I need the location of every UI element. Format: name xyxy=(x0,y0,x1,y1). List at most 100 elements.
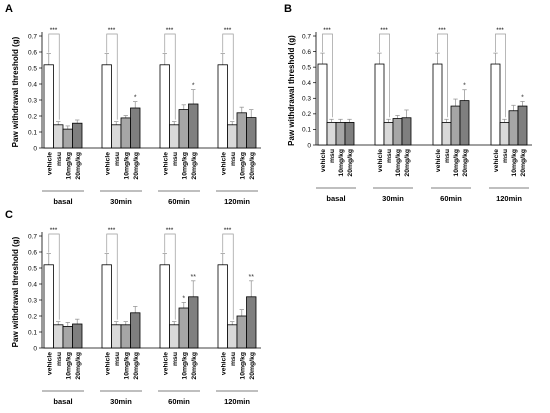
bar xyxy=(401,117,412,146)
x-tick-label: 20mg/kg xyxy=(191,352,198,380)
y-tick-label: 0.4 xyxy=(28,281,37,288)
bar xyxy=(62,128,73,149)
bracket-mark: *** xyxy=(166,227,174,234)
significance-bracket xyxy=(222,233,234,320)
bar xyxy=(130,312,141,349)
significance-bracket xyxy=(164,33,176,120)
y-tick-label: 0.5 xyxy=(302,64,311,71)
group-label: 120min xyxy=(224,397,250,406)
y-tick-label: 0 xyxy=(33,145,37,152)
bracket-mark: *** xyxy=(380,27,388,34)
bar xyxy=(508,110,519,146)
panel-a: A Paw withdrawal threshold (g) 0 0.1 0.2 0.3 0… xyxy=(5,3,261,206)
y-axis-title: Paw withdrawal threshold (g) xyxy=(11,36,20,147)
bar xyxy=(517,105,528,146)
bar xyxy=(236,112,247,149)
x-tick-label: 10mg/kg xyxy=(65,352,72,380)
x-tick-label: 20mg/kg xyxy=(75,352,82,380)
x-tick-label: 20mg/kg xyxy=(133,152,140,180)
group-label: basal xyxy=(53,397,72,406)
x-tick-label: 20mg/kg xyxy=(133,352,140,380)
y-tick-label: 0.4 xyxy=(302,80,311,87)
bar xyxy=(188,296,199,349)
bar xyxy=(344,122,355,146)
significance-mark: ** xyxy=(249,274,255,281)
x-tick-label: msu xyxy=(230,352,237,366)
group-label: 120min xyxy=(496,194,522,203)
significance-mark: * xyxy=(463,83,466,90)
bracket-mark: *** xyxy=(108,227,116,234)
bracket-mark: *** xyxy=(50,27,58,34)
bar xyxy=(383,122,394,146)
bar xyxy=(335,122,346,146)
y-tick-label: 0.5 xyxy=(28,65,37,72)
y-tick-label: 0.5 xyxy=(28,265,37,272)
bar xyxy=(43,64,54,149)
bar xyxy=(62,325,73,349)
y-tick-label: 0.3 xyxy=(302,96,311,103)
x-tick-label: vehicle xyxy=(220,352,227,375)
x-tick-label: vehicle xyxy=(162,152,169,175)
x-tick-label: 10mg/kg xyxy=(123,152,130,180)
x-tick-label: vehicle xyxy=(435,149,442,172)
x-tick-label: 20mg/kg xyxy=(462,149,469,177)
bracket-mark: *** xyxy=(224,27,232,34)
significance-mark: ** xyxy=(191,274,197,281)
bar xyxy=(450,105,461,146)
y-tick-label: 0.1 xyxy=(28,129,37,136)
x-tick-label: vehicle xyxy=(46,152,53,175)
bar xyxy=(43,264,54,349)
group-label: 120min xyxy=(224,197,250,206)
x-tick-label: msu xyxy=(114,152,121,166)
y-tick-label: 0.7 xyxy=(302,33,311,40)
x-tick-label: 10mg/kg xyxy=(123,352,130,380)
x-tick-label: 20mg/kg xyxy=(347,149,354,177)
x-tick-label: vehicle xyxy=(377,149,384,172)
significance-mark: * xyxy=(134,95,137,102)
bar xyxy=(217,64,228,149)
x-tick-label: 10mg/kg xyxy=(239,352,246,380)
bar xyxy=(101,264,112,349)
x-tick-label: msu xyxy=(230,152,237,166)
x-tick-label: msu xyxy=(172,352,179,366)
panel-b: B Paw withdrawal threshold (g) 0 0.1 0.2 0.3 0… xyxy=(284,3,532,203)
bar xyxy=(227,324,238,349)
bar xyxy=(111,324,122,349)
group-label: 30min xyxy=(110,197,132,206)
significance-bracket xyxy=(495,33,506,118)
x-tick-label: vehicle xyxy=(104,152,111,175)
group-label: 60min xyxy=(168,197,190,206)
y-axis-title: Paw withdrawal threshold (g) xyxy=(11,236,20,347)
bracket-mark: *** xyxy=(496,27,504,34)
y-tick-label: 0.6 xyxy=(302,49,311,56)
y-tick-label: 0.1 xyxy=(28,329,37,336)
x-tick-label: msu xyxy=(329,149,336,163)
bar xyxy=(432,63,443,146)
panel-label: B xyxy=(284,3,292,15)
group-label: basal xyxy=(326,194,345,203)
bar xyxy=(188,103,199,149)
group-label: 60min xyxy=(440,194,462,203)
x-tick-label: msu xyxy=(114,352,121,366)
bar xyxy=(217,264,228,349)
x-tick-label: 10mg/kg xyxy=(181,352,188,380)
bar xyxy=(246,117,257,149)
y-tick-label: 0.2 xyxy=(28,113,37,120)
bar xyxy=(178,307,189,349)
group-label: 30min xyxy=(382,194,404,203)
y-tick-label: 0.2 xyxy=(302,111,311,118)
panel-label: A xyxy=(5,3,13,15)
significance-bracket xyxy=(48,233,60,320)
x-tick-label: 10mg/kg xyxy=(239,152,246,180)
y-tick-label: 0.3 xyxy=(28,297,37,304)
bar xyxy=(178,109,189,149)
significance-mark: * xyxy=(182,295,185,302)
bar xyxy=(374,63,385,146)
y-tick-label: 0.4 xyxy=(28,81,37,88)
panel-c: C Paw withdrawal threshold (g) 0 0.1 0.2 0.3 0… xyxy=(5,209,261,406)
bar xyxy=(53,324,64,349)
y-tick-label: 0.6 xyxy=(28,49,37,56)
y-tick-label: 0 xyxy=(307,142,311,149)
x-tick-label: msu xyxy=(56,352,63,366)
bracket-mark: *** xyxy=(108,27,116,34)
